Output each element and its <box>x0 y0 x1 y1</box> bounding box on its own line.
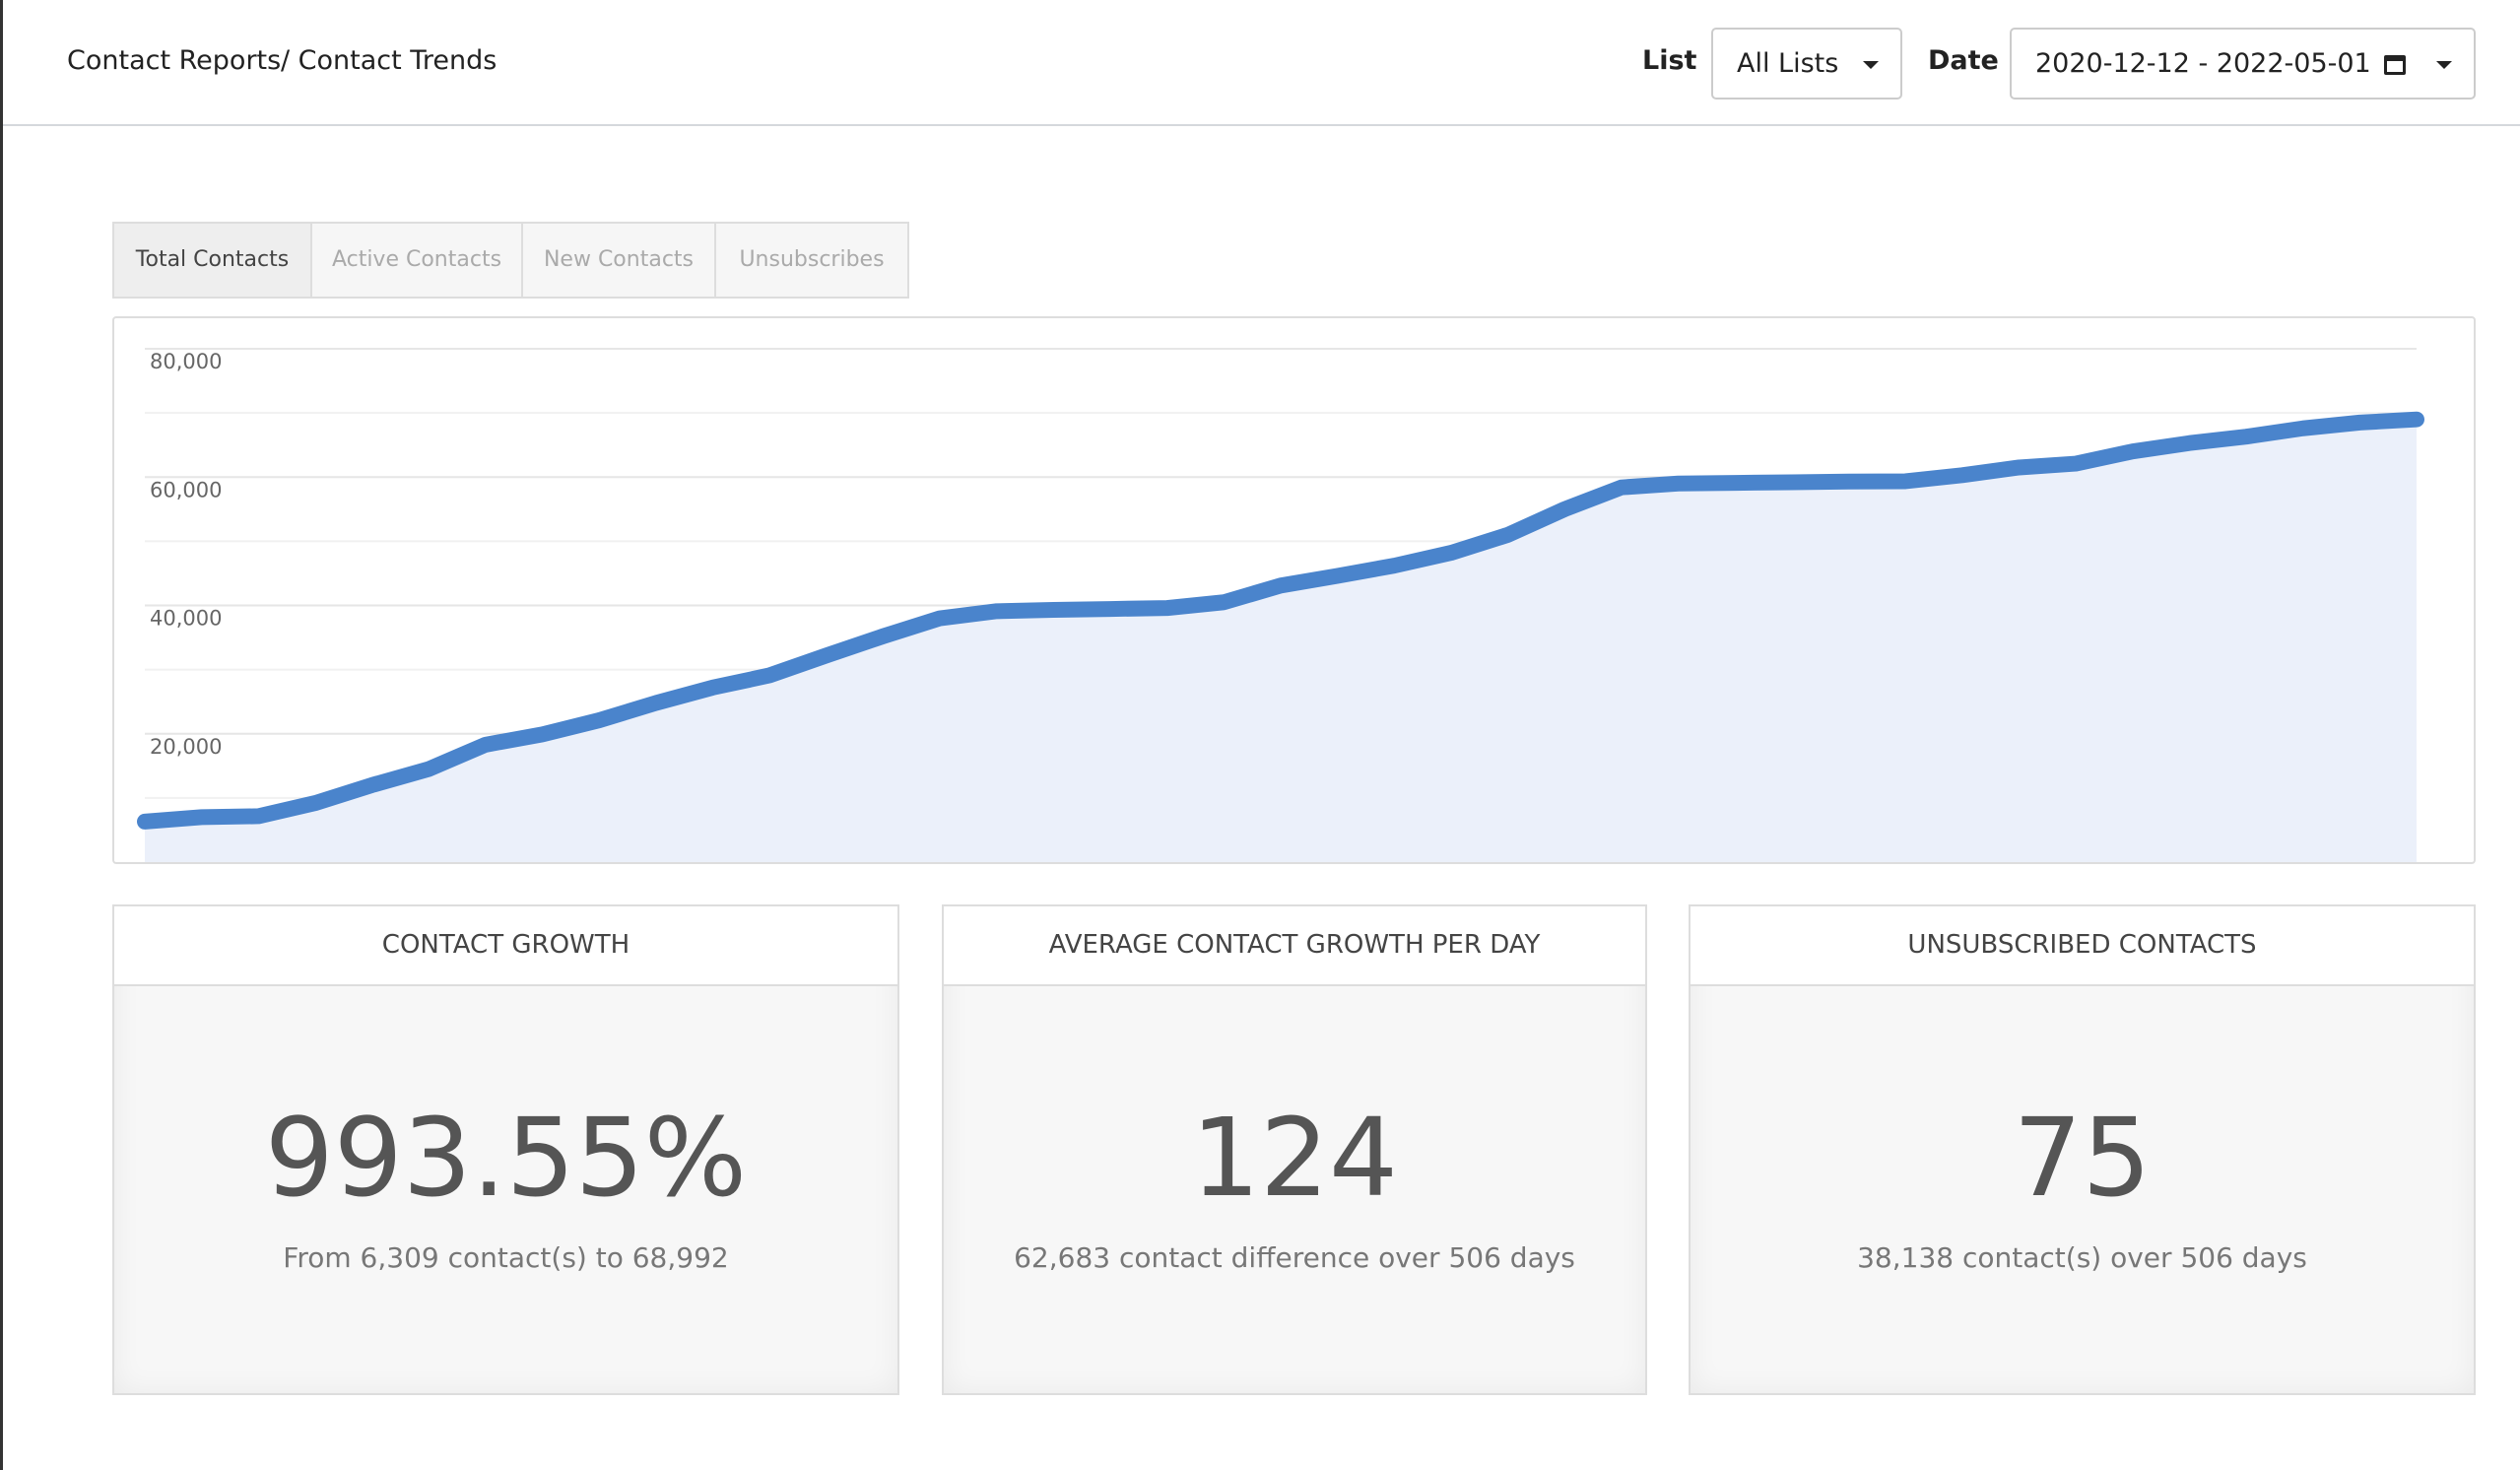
stat-card: AVERAGE CONTACT GROWTH PER DAY 124 62,68… <box>942 904 1647 1395</box>
area-fill <box>145 419 2417 862</box>
chart: 20,000 40,000 60,000 80,000 <box>137 348 2424 862</box>
stat-card: UNSUBSCRIBED CONTACTS 75 38,138 contact(… <box>1689 904 2476 1395</box>
card-caption: 38,138 contact(s) over 506 days <box>1857 1241 2307 1274</box>
line <box>137 411 2424 830</box>
tab[interactable]: Total Contacts <box>112 222 312 299</box>
card-title: UNSUBSCRIBED CONTACTS <box>1691 906 2474 986</box>
tab[interactable]: New Contacts <box>521 222 716 299</box>
card-caption: From 6,309 contact(s) to 68,992 <box>283 1241 729 1274</box>
date-dropdown[interactable]: 2020-12-12 - 2022-05-01 <box>2010 28 2476 100</box>
breadcrumb[interactable]: Contact Reports <box>67 45 282 76</box>
y-tick-label: 40,000 <box>150 607 222 631</box>
card-title: AVERAGE CONTACT GROWTH PER DAY <box>944 906 1645 986</box>
filter-label: List <box>1642 45 1697 76</box>
y-tick-label: 60,000 <box>150 478 222 501</box>
header: Contact Reports / Contact Trends List Al… <box>3 0 2520 126</box>
tab[interactable]: Active Contacts <box>310 222 523 299</box>
list-dropdown[interactable]: All Lists <box>1711 28 1902 100</box>
tab[interactable]: Unsubscribes <box>714 222 909 299</box>
dropdown-value: 2020-12-12 - 2022-05-01 <box>2035 48 2371 79</box>
card-value: 124 <box>1191 1095 1398 1221</box>
filter-label: Date <box>1928 45 1999 76</box>
card-title: CONTACT GROWTH <box>114 906 897 986</box>
card-caption: 62,683 contact difference over 506 days <box>1014 1241 1575 1274</box>
dropdown-value: All Lists <box>1737 48 1839 79</box>
calendar-icon <box>2384 55 2406 75</box>
card-value: 75 <box>2013 1095 2152 1221</box>
y-tick-label: 80,000 <box>150 350 222 373</box>
y-tick-label: 20,000 <box>150 735 222 759</box>
breadcrumb: / Contact Trends <box>281 45 497 76</box>
chart-panel: 20,000 40,000 60,000 80,000 <box>112 316 2476 864</box>
stat-card: CONTACT GROWTH 993.55% From 6,309 contac… <box>112 904 899 1395</box>
card-value: 993.55% <box>264 1095 748 1221</box>
